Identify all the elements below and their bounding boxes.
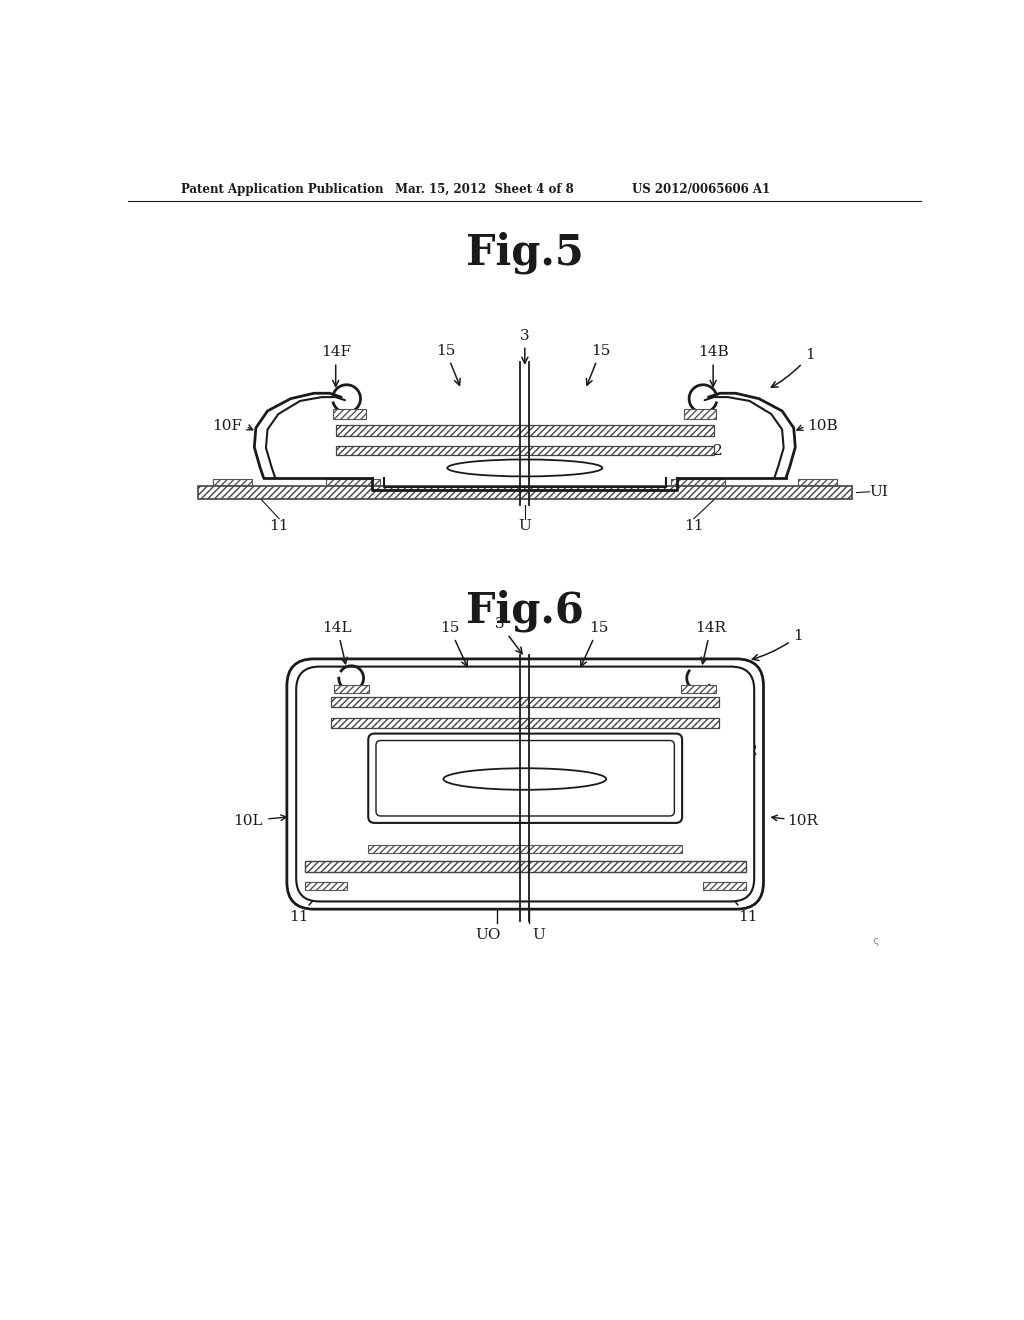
Text: 15: 15 bbox=[436, 345, 460, 385]
Bar bbox=[305, 862, 745, 873]
Text: 10L: 10L bbox=[233, 813, 263, 828]
Text: 2: 2 bbox=[706, 744, 758, 767]
Text: Fig.6: Fig.6 bbox=[466, 590, 584, 632]
Bar bbox=[334, 409, 366, 418]
Bar bbox=[799, 479, 838, 484]
Text: 11: 11 bbox=[289, 887, 325, 924]
Bar bbox=[331, 718, 719, 729]
Text: UO: UO bbox=[475, 928, 501, 942]
Text: 11: 11 bbox=[684, 519, 703, 533]
FancyBboxPatch shape bbox=[296, 667, 755, 902]
Bar bbox=[336, 425, 714, 436]
Ellipse shape bbox=[443, 768, 606, 789]
Bar bbox=[369, 845, 682, 853]
FancyBboxPatch shape bbox=[287, 659, 764, 909]
Bar bbox=[681, 685, 716, 693]
Text: ς: ς bbox=[872, 936, 880, 946]
Ellipse shape bbox=[447, 459, 602, 477]
Bar bbox=[334, 685, 369, 693]
Bar bbox=[684, 409, 716, 418]
Text: 14R: 14R bbox=[695, 622, 726, 664]
Text: 2: 2 bbox=[671, 444, 723, 458]
Text: 1: 1 bbox=[771, 347, 815, 387]
Text: 15: 15 bbox=[587, 345, 610, 385]
Bar bbox=[305, 882, 347, 890]
Bar bbox=[671, 479, 725, 484]
Bar bbox=[213, 479, 252, 484]
Text: 11: 11 bbox=[269, 519, 289, 533]
Text: Patent Application Publication: Patent Application Publication bbox=[180, 183, 383, 197]
Bar bbox=[198, 486, 852, 499]
FancyBboxPatch shape bbox=[369, 734, 682, 822]
Text: US 2012/0065606 A1: US 2012/0065606 A1 bbox=[632, 183, 770, 197]
Text: Fig.5: Fig.5 bbox=[466, 231, 584, 275]
Bar bbox=[331, 697, 719, 706]
FancyBboxPatch shape bbox=[376, 741, 675, 816]
Text: 3: 3 bbox=[520, 329, 529, 363]
Text: UI: UI bbox=[869, 484, 889, 499]
Text: 14L: 14L bbox=[323, 622, 352, 664]
Text: Mar. 15, 2012  Sheet 4 of 8: Mar. 15, 2012 Sheet 4 of 8 bbox=[395, 183, 574, 197]
Text: 10F: 10F bbox=[212, 420, 243, 433]
Text: 11: 11 bbox=[723, 887, 758, 924]
Text: 14F: 14F bbox=[321, 346, 350, 387]
Text: U: U bbox=[518, 519, 531, 533]
Bar bbox=[336, 446, 714, 455]
Text: U: U bbox=[532, 928, 545, 942]
Bar bbox=[703, 882, 745, 890]
Text: 1: 1 bbox=[753, 628, 803, 660]
Text: 14B: 14B bbox=[697, 346, 728, 387]
Text: 3: 3 bbox=[496, 618, 522, 653]
Text: 15: 15 bbox=[440, 622, 467, 667]
Text: 15: 15 bbox=[581, 622, 608, 667]
Text: 10B: 10B bbox=[807, 420, 838, 433]
Text: 10R: 10R bbox=[786, 813, 818, 828]
Bar bbox=[326, 479, 380, 484]
